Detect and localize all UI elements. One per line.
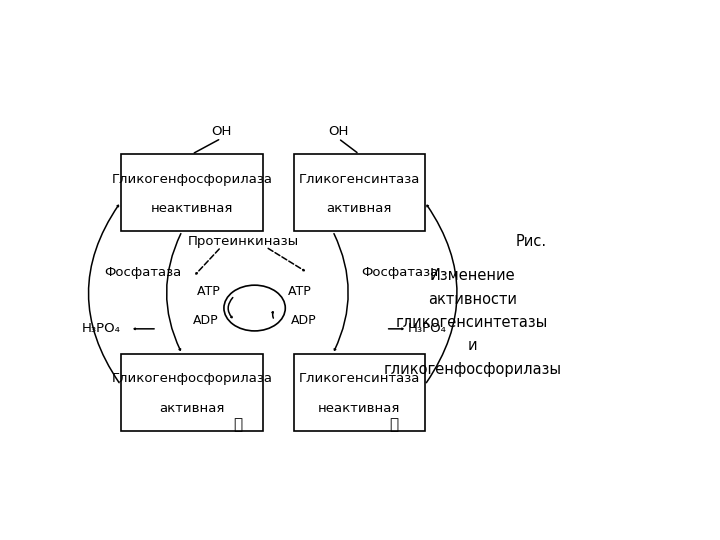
Text: Гликогенсинтаза: Гликогенсинтаза [299, 173, 420, 186]
Text: Фосфатаза: Фосфатаза [104, 266, 181, 279]
Text: Гликогенсинтаза: Гликогенсинтаза [299, 373, 420, 386]
Text: Гликогенфосфорилаза: Гликогенфосфорилаза [112, 373, 272, 386]
Text: АТР: АТР [197, 285, 221, 298]
Bar [121, 354, 263, 431]
Text: Фосфатаза: Фосфатаза [361, 266, 438, 279]
Text: H₃PO₄: H₃PO₄ [408, 322, 447, 335]
Text: неактивная: неактивная [318, 402, 400, 415]
Text: Ⓟ: Ⓟ [390, 417, 399, 432]
Bar [121, 154, 263, 231]
Text: активная: активная [159, 402, 225, 415]
Text: Изменение
активности
гликогенсинтетазы
и
гликогенфосфорилазы: Изменение активности гликогенсинтетазы и… [383, 268, 561, 377]
Text: активная: активная [327, 202, 392, 215]
Text: Рис.: Рис. [516, 234, 546, 249]
Text: неактивная: неактивная [150, 202, 233, 215]
Bar [294, 154, 425, 231]
Bar [294, 354, 425, 431]
Text: ОН: ОН [211, 125, 231, 138]
Text: АDР: АDР [291, 314, 317, 327]
Text: Ⓟ: Ⓟ [233, 417, 243, 432]
Text: АТР: АТР [288, 285, 312, 298]
Text: ОН: ОН [328, 125, 348, 138]
Text: Протеинкиназы: Протеинкиназы [188, 235, 299, 248]
Text: H₃PO₄: H₃PO₄ [82, 322, 121, 335]
Text: АDР: АDР [193, 314, 218, 327]
Text: Гликогенфосфорилаза: Гликогенфосфорилаза [112, 173, 272, 186]
